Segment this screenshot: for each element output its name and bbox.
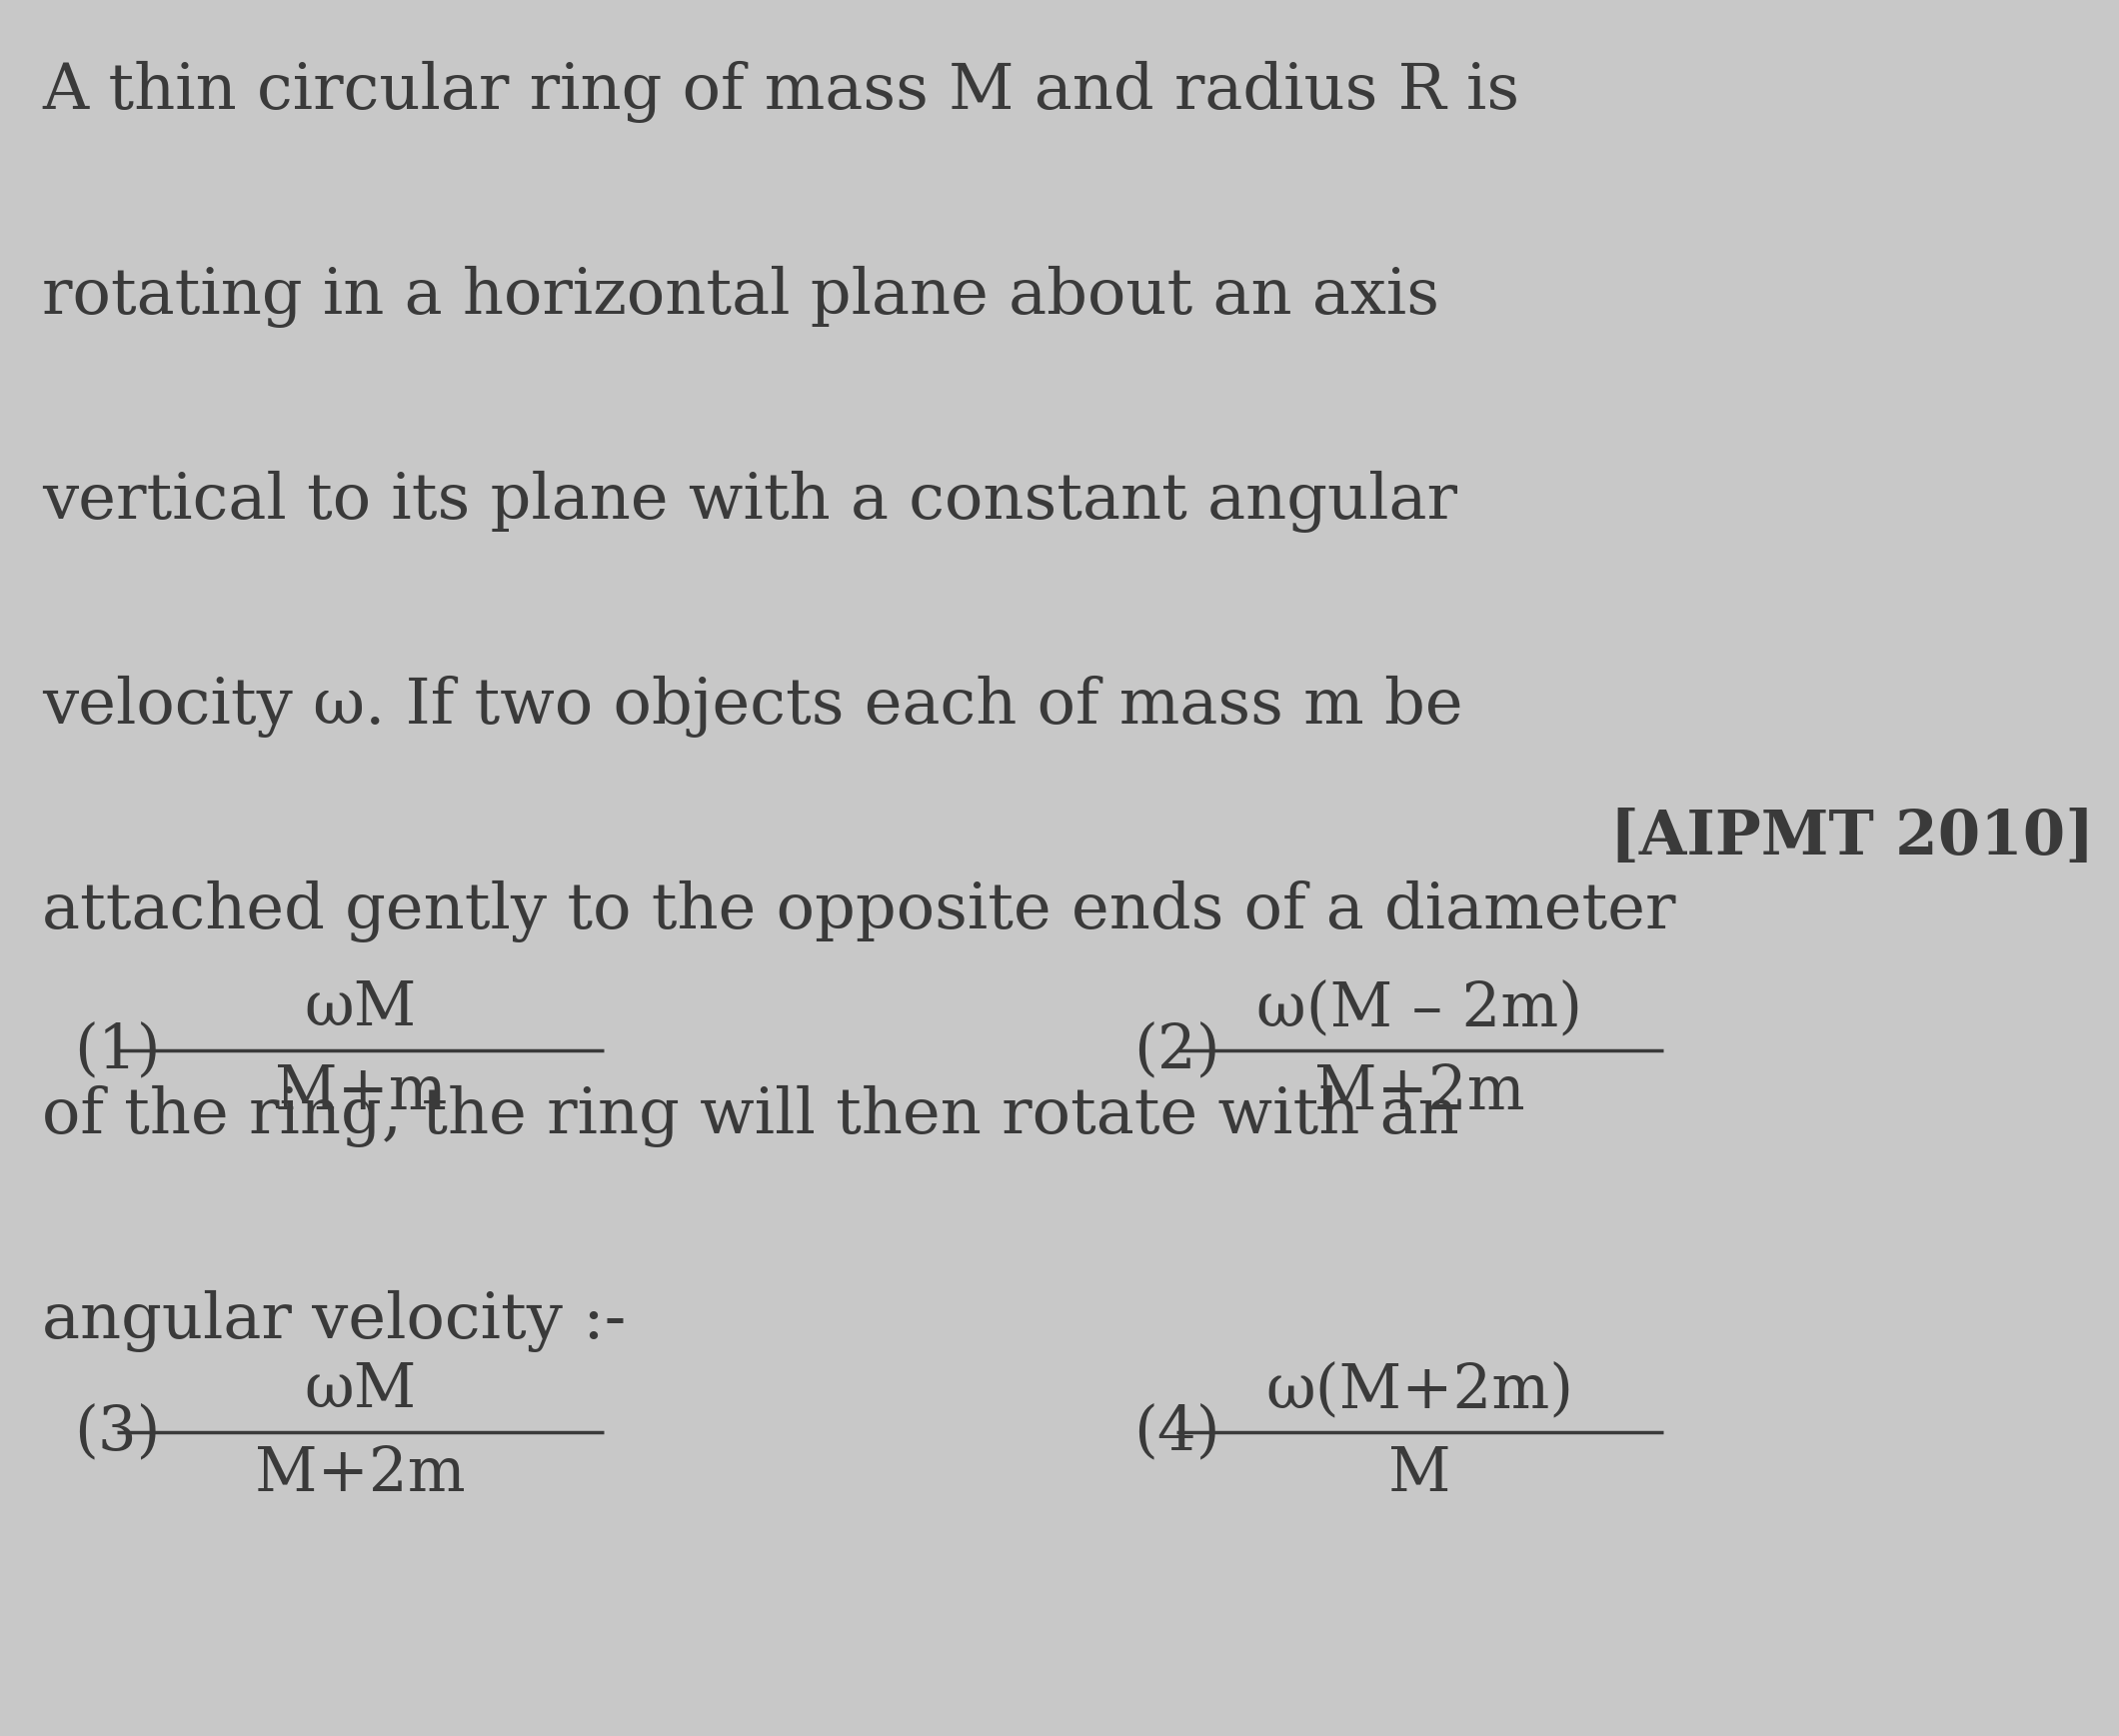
Text: (1): (1) — [74, 1021, 161, 1080]
Text: (2): (2) — [1134, 1021, 1221, 1080]
Text: (3): (3) — [74, 1403, 161, 1462]
Text: ωM: ωM — [303, 979, 417, 1038]
Text: velocity ω. If two objects each of mass m be: velocity ω. If two objects each of mass … — [42, 675, 1464, 738]
Text: ω(M+2m): ω(M+2m) — [1265, 1361, 1574, 1420]
Text: A thin circular ring of mass M and radius R is: A thin circular ring of mass M and radiu… — [42, 61, 1519, 123]
Text: ω(M – 2m): ω(M – 2m) — [1257, 979, 1583, 1038]
Text: rotating in a horizontal plane about an axis: rotating in a horizontal plane about an … — [42, 266, 1439, 328]
Text: attached gently to the opposite ends of a diameter: attached gently to the opposite ends of … — [42, 880, 1676, 943]
Text: M+2m: M+2m — [254, 1444, 466, 1503]
Text: (4): (4) — [1134, 1403, 1221, 1462]
Text: angular velocity :-: angular velocity :- — [42, 1290, 627, 1352]
Text: [AIPMT 2010]: [AIPMT 2010] — [1610, 807, 2094, 868]
Text: vertical to its plane with a constant angular: vertical to its plane with a constant an… — [42, 470, 1458, 533]
Text: M+m: M+m — [273, 1062, 447, 1121]
Text: M: M — [1388, 1444, 1452, 1503]
Text: of the ring, the ring will then rotate with an: of the ring, the ring will then rotate w… — [42, 1085, 1460, 1147]
Text: ωM: ωM — [303, 1361, 417, 1420]
Text: M+2m: M+2m — [1314, 1062, 1526, 1121]
